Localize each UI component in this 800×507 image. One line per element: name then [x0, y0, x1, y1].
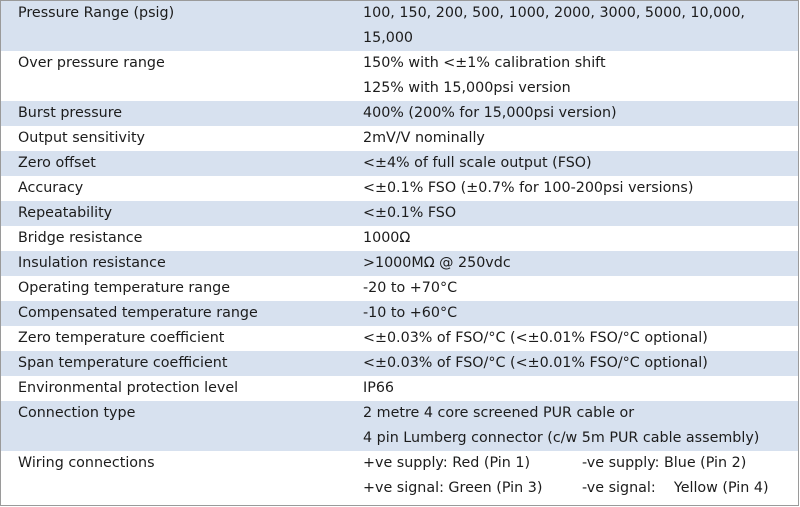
spec-value-line: 15,000 [363, 30, 414, 46]
spec-value: -10 to +60°C [363, 305, 458, 321]
spec-value: 100, 150, 200, 500, 1000, 2000, 3000, 50… [360, 1, 798, 51]
spec-label: Environmental protection level [18, 380, 239, 396]
spec-value: 2 metre 4 core screened PUR cable or 4 p… [360, 401, 798, 451]
spec-value: <±0.03% of FSO/°C (<±0.01% FSO/°C option… [363, 330, 708, 346]
spec-value: -20 to +70°C [363, 280, 458, 296]
spec-row-bridge-resistance: Bridge resistance 1000Ω [1, 226, 798, 251]
spec-label: Over pressure range [18, 55, 165, 71]
spec-row-zero-temp-coefficient: Zero temperature coefficient <±0.03% of … [1, 326, 798, 351]
spec-row-pressure-range: Pressure Range (psig) 100, 150, 200, 500… [1, 1, 798, 51]
spec-value: 400% (200% for 15,000psi version) [363, 105, 617, 121]
spec-label: Span temperature coefficient [18, 355, 228, 371]
spec-row-wiring-connections: Wiring connections +ve supply: Red (Pin … [1, 451, 798, 501]
spec-value: <±0.1% FSO [363, 205, 457, 221]
wiring-line-supply: +ve supply: Red (Pin 1) -ve supply: Blue… [363, 451, 798, 476]
spec-value: 1000Ω [363, 230, 411, 246]
spec-row-insulation-resistance: Insulation resistance >1000MΩ @ 250vdc [1, 251, 798, 276]
spec-label: Wiring connections [18, 455, 155, 471]
spec-row-operating-temperature: Operating temperature range -20 to +70°C [1, 276, 798, 301]
spec-label: Zero offset [18, 155, 96, 171]
spec-value: 2mV/V nominally [363, 130, 485, 146]
spec-value: 150% with <±1% calibration shift 125% wi… [360, 51, 798, 101]
spec-value-line: 100, 150, 200, 500, 1000, 2000, 3000, 50… [363, 5, 745, 21]
spec-row-repeatability: Repeatability <±0.1% FSO [1, 201, 798, 226]
wiring-positive-supply: +ve supply: Red (Pin 1) [363, 455, 531, 471]
spec-row-connection-type: Connection type 2 metre 4 core screened … [1, 401, 798, 451]
spec-row-accuracy: Accuracy <±0.1% FSO (±0.7% for 100-200ps… [1, 176, 798, 201]
spec-label: Operating temperature range [18, 280, 231, 296]
spec-row-span-temp-coefficient: Span temperature coefficient <±0.03% of … [1, 351, 798, 376]
spec-label: Output sensitivity [18, 130, 146, 146]
spec-label: Compensated temperature range [18, 305, 258, 321]
spec-row-compensated-temperature: Compensated temperature range -10 to +60… [1, 301, 798, 326]
spec-label: Repeatability [18, 205, 113, 221]
spec-row-zero-offset: Zero offset <±4% of full scale output (F… [1, 151, 798, 176]
spec-value: +ve supply: Red (Pin 1) -ve supply: Blue… [360, 451, 798, 501]
wiring-negative-signal: -ve signal: Yellow (Pin 4) [582, 480, 769, 496]
wiring-positive-signal: +ve signal: Green (Pin 3) [363, 480, 543, 496]
spec-row-over-pressure: Over pressure range 150% with <±1% calib… [1, 51, 798, 101]
spec-row-output-sensitivity: Output sensitivity 2mV/V nominally [1, 126, 798, 151]
spec-value-line: 150% with <±1% calibration shift [363, 55, 606, 71]
spec-value: <±0.03% of FSO/°C (<±0.01% FSO/°C option… [363, 355, 708, 371]
spec-row-burst-pressure: Burst pressure 400% (200% for 15,000psi … [1, 101, 798, 126]
wiring-line-signal: +ve signal: Green (Pin 3) -ve signal: Ye… [363, 476, 798, 501]
spec-value-line: 125% with 15,000psi version [363, 80, 571, 96]
spec-label: Bridge resistance [18, 230, 143, 246]
spec-label: Insulation resistance [18, 255, 166, 271]
spec-label: Pressure Range (psig) [18, 5, 175, 21]
spec-value: >1000MΩ @ 250vdc [363, 255, 511, 271]
wiring-negative-supply: -ve supply: Blue (Pin 2) [582, 455, 747, 471]
spec-label: Accuracy [18, 180, 84, 196]
spec-label: Connection type [18, 405, 136, 421]
spec-label: Burst pressure [18, 105, 123, 121]
spec-value: <±0.1% FSO (±0.7% for 100-200psi version… [363, 180, 694, 196]
spec-label: Zero temperature coefficient [18, 330, 225, 346]
spec-row-environmental-protection: Environmental protection level IP66 [1, 376, 798, 401]
spec-value-line: 4 pin Lumberg connector (c/w 5m PUR cabl… [363, 430, 760, 446]
spec-value: IP66 [363, 380, 395, 396]
spec-value: <±4% of full scale output (FSO) [363, 155, 592, 171]
spec-value-line: 2 metre 4 core screened PUR cable or [363, 405, 635, 421]
